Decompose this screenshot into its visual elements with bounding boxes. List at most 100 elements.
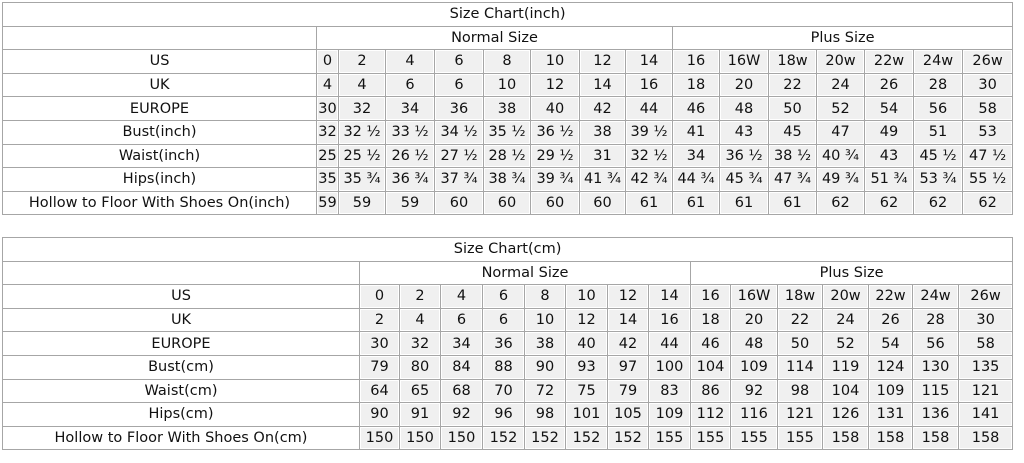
size-value-cell: 58 (957, 331, 1014, 356)
size-value-cell: 96 (482, 402, 525, 427)
size-value-cell: 41 (672, 119, 720, 145)
size-value-cell: 91 (399, 402, 441, 427)
size-value-cell: 34 (385, 96, 435, 121)
size-value-cell: 152 (607, 425, 649, 451)
size-value-cell: 26 ½ (385, 143, 435, 169)
table-row: Bust(cm) 79 80 84 88 90 93 97 100 104 109 114 119 124… (2, 354, 1014, 380)
size-value-cell: 35 ¾ (338, 167, 386, 192)
size-value-cell: 47 ½ (961, 143, 1014, 169)
size-value-cell: 59 (338, 190, 386, 216)
table-row: EUROPE 30 32 34 36 38 40 42 44 46 48 50 52 54 56 58 (2, 96, 1014, 121)
size-value-cell: 29 ½ (530, 143, 580, 169)
size-value-cell: 40 ¾ (816, 143, 865, 169)
size-value-cell: 32 (316, 119, 339, 145)
row-label: US (2, 284, 360, 309)
size-value-cell: 6 (482, 284, 525, 309)
title-row: Size Chart(inch) (1, 2, 1014, 27)
size-value-cell: 90 (524, 354, 566, 380)
size-value-cell: 24 (822, 307, 869, 333)
size-value-cell: 44 ¾ (672, 167, 720, 192)
blank-cell (2, 25, 317, 51)
size-value-cell: 16 (648, 307, 691, 333)
size-value-cell: 26 (864, 72, 914, 98)
size-value-cell: 8 (483, 49, 531, 74)
size-value-cell: 34 ½ (434, 119, 484, 145)
size-value-cell: 90 (359, 402, 400, 427)
size-value-cell: 126 (822, 402, 869, 427)
size-value-cell: 14 (648, 284, 691, 309)
size-value-cell: 32 ½ (625, 143, 673, 169)
size-value-cell: 18w (777, 284, 823, 309)
size-value-cell: 16W (719, 49, 769, 74)
size-value-cell: 152 (482, 425, 525, 451)
size-value-cell: 22w (864, 49, 914, 74)
size-value-cell: 40 (530, 96, 580, 121)
size-value-cell: 30 (957, 307, 1014, 333)
size-value-cell: 158 (822, 425, 869, 451)
size-value-cell: 101 (565, 402, 608, 427)
row-label: UK (2, 307, 360, 333)
size-value-cell: 4 (385, 49, 435, 74)
size-value-cell: 20 (719, 72, 769, 98)
size-chart-inch-table: Size Chart(inch) Normal Size Plus Size US 0 2… (1, 2, 1014, 216)
size-value-cell: 121 (957, 378, 1014, 404)
size-value-cell: 52 (816, 96, 865, 121)
size-value-cell: 22w (868, 284, 913, 309)
size-value-cell: 14 (579, 72, 626, 98)
size-value-cell: 112 (690, 402, 731, 427)
size-value-cell: 12 (579, 49, 626, 74)
size-value-cell: 35 (316, 167, 339, 192)
size-value-cell: 98 (777, 378, 823, 404)
size-value-cell: 36 ½ (530, 119, 580, 145)
table-row: Bust(inch) 32 32 ½ 33 ½ 34 ½ 35 ½ 36 ½ 38 39 ½ 41… (2, 119, 1014, 145)
size-value-cell: 60 (434, 190, 484, 216)
size-value-cell: 8 (524, 284, 566, 309)
size-value-cell: 62 (913, 190, 963, 216)
size-value-cell: 20w (816, 49, 865, 74)
size-value-cell: 36 (434, 96, 484, 121)
size-value-cell: 18 (672, 72, 720, 98)
size-value-cell: 155 (690, 425, 731, 451)
size-chart-cm-table: Size Chart(cm) Normal Size Plus Size US 0 2 4 6… (1, 237, 1014, 451)
size-value-cell: 104 (822, 378, 869, 404)
size-value-cell: 37 ¾ (434, 167, 484, 192)
size-value-cell: 55 ½ (961, 167, 1014, 192)
size-value-cell: 4 (338, 72, 386, 98)
row-label: Waist(cm) (2, 378, 360, 404)
size-value-cell: 105 (607, 402, 649, 427)
size-value-cell: 41 ¾ (579, 167, 626, 192)
size-value-cell: 65 (399, 378, 441, 404)
size-value-cell: 45 ¾ (719, 167, 769, 192)
size-value-cell: 25 ½ (338, 143, 386, 169)
size-value-cell: 6 (434, 49, 484, 74)
row-label: UK (2, 72, 317, 98)
size-value-cell: 33 ½ (385, 119, 435, 145)
table-row: Waist(cm) 64 65 68 70 72 75 79 83 86 92 98 104 109 115… (2, 378, 1014, 404)
table-row: US 0 2 4 6 8 10 12 14 16 16W 18w 20w 22w 24w 26w (2, 49, 1014, 74)
group-row: Normal Size Plus Size (2, 260, 1014, 286)
size-value-cell: 61 (672, 190, 720, 216)
size-value-cell: 54 (864, 96, 914, 121)
size-value-cell: 34 (440, 331, 483, 356)
size-value-cell: 47 ¾ (768, 167, 817, 192)
size-value-cell: 38 ½ (768, 143, 817, 169)
size-value-cell: 100 (648, 354, 691, 380)
row-label: Hips(inch) (2, 167, 317, 192)
size-value-cell: 83 (648, 378, 691, 404)
size-value-cell: 97 (607, 354, 649, 380)
table-row: EUROPE 30 32 34 36 38 40 42 44 46 48 50 52 54 56 58 (2, 331, 1014, 356)
size-value-cell: 88 (482, 354, 525, 380)
size-value-cell: 43 (719, 119, 769, 145)
size-value-cell: 62 (816, 190, 865, 216)
size-value-cell: 64 (359, 378, 400, 404)
size-value-cell: 26w (957, 284, 1014, 309)
size-value-cell: 16W (730, 284, 778, 309)
size-value-cell: 36 ¾ (385, 167, 435, 192)
size-value-cell: 2 (338, 49, 386, 74)
size-value-cell: 75 (565, 378, 608, 404)
size-value-cell: 42 ¾ (625, 167, 673, 192)
size-value-cell: 34 (672, 143, 720, 169)
table-row: Hollow to Floor With Shoes On(cm) 150 150 1… (2, 425, 1014, 451)
row-label: Hollow to Floor With Shoes On(cm) (2, 425, 360, 451)
